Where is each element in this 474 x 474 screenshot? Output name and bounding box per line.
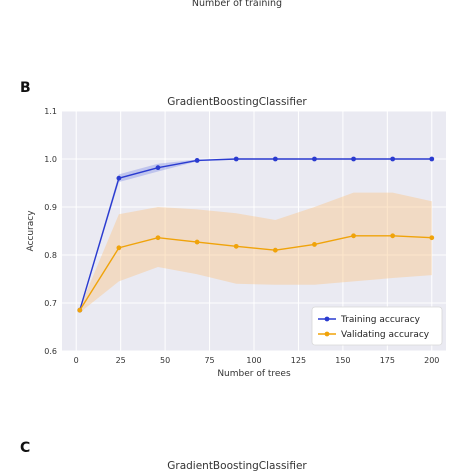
data-point [272,247,278,253]
data-point [390,156,396,162]
x-tick-label: 150 [335,356,350,365]
data-point [312,242,317,247]
y-tick-label: 0.9 [44,203,57,212]
x-tick-label: 100 [246,356,261,365]
data-point [116,245,122,251]
x-axis-label: Number of trees [217,369,291,379]
chart-title: GradientBoostingClassifier [167,96,307,108]
y-tick-label: 1.1 [44,107,57,116]
y-axis-label: Accuracy [26,210,36,252]
x-tick-label: 125 [291,356,306,365]
line-validating [79,235,432,311]
band-validating [79,192,432,313]
confidence-bands [79,159,432,313]
data-point [429,235,435,241]
legend-label: Training accuracy [340,315,421,325]
legend-marker [324,331,330,337]
data-point [351,233,356,239]
panel-label-b: B [20,80,31,96]
data-point [233,243,239,249]
y-tick-label: 0.7 [44,299,57,308]
data-point [155,235,161,241]
data-point [429,156,435,162]
grid [62,110,446,352]
data-point [233,156,239,162]
panel-label-c: C [20,440,31,456]
data-point [194,239,200,245]
data-point [194,158,200,163]
data-point [390,233,396,239]
legend-marker [324,316,330,322]
x-tick-label: 200 [424,356,439,365]
data-point [155,165,161,171]
axis-ticks: 0 25 50 75 100 125 150 175 200 0.6 0.7 0.8 0.9 1.0 1.1 [44,107,439,365]
next-chart-title: GradientBoostingClassifier [167,460,307,472]
data-point [312,156,317,162]
legend: Training accuracy Validating accuracy [311,306,443,346]
previous-chart-xlabel: Number of training [191,0,283,9]
data-point [77,307,83,313]
x-tick-label: 25 [116,356,126,365]
line-training [79,158,432,311]
series-points [77,156,435,313]
x-tick-label: 0 [74,356,79,365]
data-point [116,175,122,181]
data-point [351,156,356,162]
series-lines [79,158,432,311]
y-tick-label: 0.6 [44,347,57,356]
y-tick-label: 0.8 [44,251,57,260]
data-point [272,156,278,162]
y-tick-label: 1.0 [44,155,57,164]
legend-box [311,306,443,346]
x-tick-label: 175 [380,356,395,365]
x-tick-label: 75 [204,356,214,365]
x-tick-label: 50 [160,356,170,365]
legend-label: Validating accuracy [341,330,430,340]
